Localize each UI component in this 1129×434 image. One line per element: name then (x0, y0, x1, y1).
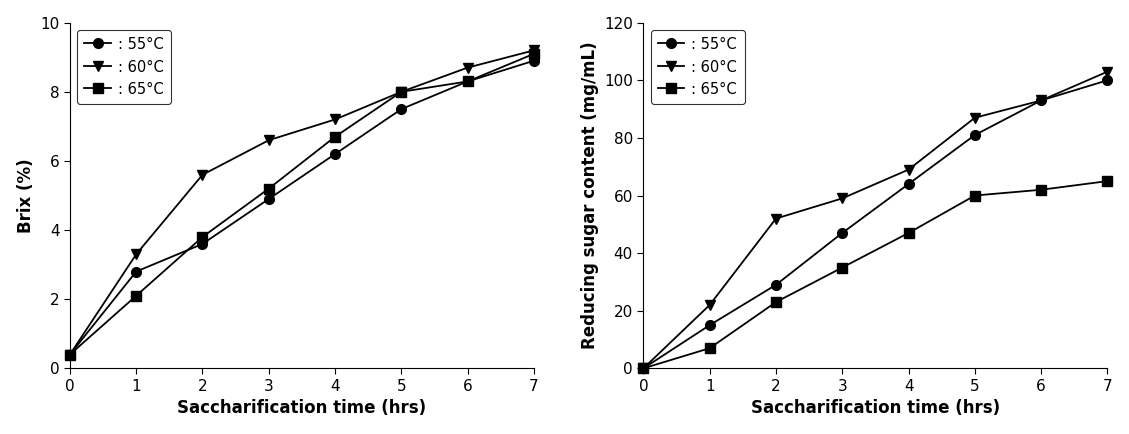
Legend: : 55°C, : 60°C, : 65°C: : 55°C, : 60°C, : 65°C (650, 30, 744, 104)
: 65°C: (1, 7): 65°C: (1, 7) (703, 345, 717, 351)
: 55°C: (3, 47): 55°C: (3, 47) (835, 230, 849, 236)
: 65°C: (1, 2.1): 65°C: (1, 2.1) (130, 293, 143, 298)
: 55°C: (5, 7.5): 55°C: (5, 7.5) (395, 106, 409, 112)
: 65°C: (0, 0.4): 65°C: (0, 0.4) (63, 352, 77, 357)
: 65°C: (0, 0): 65°C: (0, 0) (637, 366, 650, 371)
: 55°C: (0, 0): 55°C: (0, 0) (637, 366, 650, 371)
: 65°C: (7, 9.1): 65°C: (7, 9.1) (527, 51, 541, 56)
: 60°C: (5, 87): 60°C: (5, 87) (968, 115, 981, 120)
: 65°C: (3, 35): 65°C: (3, 35) (835, 265, 849, 270)
: 60°C: (4, 69): 60°C: (4, 69) (902, 167, 916, 172)
: 65°C: (5, 8): 65°C: (5, 8) (395, 89, 409, 95)
: 65°C: (7, 65): 65°C: (7, 65) (1101, 178, 1114, 184)
: 65°C: (2, 23): 65°C: (2, 23) (769, 299, 782, 305)
: 55°C: (2, 3.6): 55°C: (2, 3.6) (195, 241, 209, 247)
: 60°C: (0, 0.4): 60°C: (0, 0.4) (63, 352, 77, 357)
: 55°C: (4, 6.2): 55°C: (4, 6.2) (329, 151, 342, 157)
: 55°C: (7, 100): 55°C: (7, 100) (1101, 78, 1114, 83)
: 65°C: (3, 5.2): 65°C: (3, 5.2) (262, 186, 275, 191)
X-axis label: Saccharification time (hrs): Saccharification time (hrs) (177, 399, 427, 418)
Line: : 65°C: : 65°C (65, 49, 539, 359)
: 65°C: (2, 3.8): 65°C: (2, 3.8) (195, 234, 209, 240)
: 60°C: (3, 6.6): 60°C: (3, 6.6) (262, 138, 275, 143)
: 60°C: (5, 8): 60°C: (5, 8) (395, 89, 409, 95)
: 55°C: (7, 8.9): 55°C: (7, 8.9) (527, 58, 541, 63)
Line: : 65°C: : 65°C (639, 176, 1112, 373)
: 60°C: (2, 5.6): 60°C: (2, 5.6) (195, 172, 209, 178)
Line: : 55°C: : 55°C (65, 56, 539, 359)
: 55°C: (1, 15): 55°C: (1, 15) (703, 322, 717, 328)
X-axis label: Saccharification time (hrs): Saccharification time (hrs) (751, 399, 1000, 418)
: 60°C: (0, 0): 60°C: (0, 0) (637, 366, 650, 371)
: 60°C: (2, 52): 60°C: (2, 52) (769, 216, 782, 221)
: 60°C: (7, 9.2): 60°C: (7, 9.2) (527, 48, 541, 53)
: 65°C: (5, 60): 65°C: (5, 60) (968, 193, 981, 198)
: 55°C: (3, 4.9): 55°C: (3, 4.9) (262, 196, 275, 201)
: 60°C: (6, 8.7): 60°C: (6, 8.7) (461, 65, 474, 70)
: 55°C: (0, 0.4): 55°C: (0, 0.4) (63, 352, 77, 357)
Y-axis label: Reducing sugar content (mg/mL): Reducing sugar content (mg/mL) (580, 42, 598, 349)
Line: : 60°C: : 60°C (639, 67, 1112, 373)
: 55°C: (6, 8.3): 55°C: (6, 8.3) (461, 79, 474, 84)
: 60°C: (3, 59): 60°C: (3, 59) (835, 196, 849, 201)
: 60°C: (1, 3.3): 60°C: (1, 3.3) (130, 252, 143, 257)
: 65°C: (4, 47): 65°C: (4, 47) (902, 230, 916, 236)
: 60°C: (7, 103): 60°C: (7, 103) (1101, 69, 1114, 74)
: 55°C: (6, 93): 55°C: (6, 93) (1034, 98, 1048, 103)
: 65°C: (4, 6.7): 65°C: (4, 6.7) (329, 134, 342, 139)
: 60°C: (6, 93): 60°C: (6, 93) (1034, 98, 1048, 103)
Line: : 60°C: : 60°C (65, 46, 539, 359)
: 65°C: (6, 62): 65°C: (6, 62) (1034, 187, 1048, 192)
: 60°C: (4, 7.2): 60°C: (4, 7.2) (329, 117, 342, 122)
Y-axis label: Brix (%): Brix (%) (17, 158, 35, 233)
Line: : 55°C: : 55°C (639, 76, 1112, 373)
: 55°C: (2, 29): 55°C: (2, 29) (769, 282, 782, 287)
: 55°C: (1, 2.8): 55°C: (1, 2.8) (130, 269, 143, 274)
: 55°C: (5, 81): 55°C: (5, 81) (968, 132, 981, 138)
: 55°C: (4, 64): 55°C: (4, 64) (902, 181, 916, 187)
Legend: : 55°C, : 60°C, : 65°C: : 55°C, : 60°C, : 65°C (77, 30, 172, 104)
: 60°C: (1, 22): 60°C: (1, 22) (703, 302, 717, 308)
: 65°C: (6, 8.3): 65°C: (6, 8.3) (461, 79, 474, 84)
